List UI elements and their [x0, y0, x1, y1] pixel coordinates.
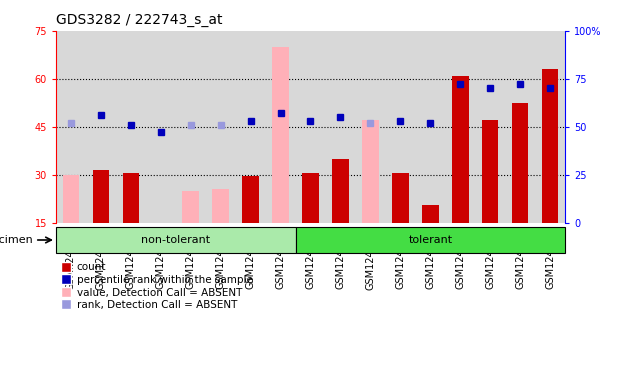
- Bar: [482, 120, 499, 223]
- Bar: [475, 31, 505, 223]
- Bar: [266, 31, 296, 223]
- Bar: [415, 31, 445, 223]
- Bar: [56, 227, 296, 253]
- Bar: [122, 173, 139, 223]
- Bar: [362, 120, 379, 223]
- Bar: [116, 31, 146, 223]
- Bar: [86, 31, 116, 223]
- Bar: [176, 31, 206, 223]
- Bar: [386, 31, 415, 223]
- Bar: [93, 170, 109, 223]
- Bar: [332, 159, 348, 223]
- Bar: [63, 175, 79, 223]
- Bar: [235, 31, 266, 223]
- Bar: [56, 31, 86, 223]
- Text: specimen: specimen: [0, 235, 34, 245]
- Bar: [505, 31, 535, 223]
- Bar: [542, 69, 558, 223]
- Bar: [146, 31, 176, 223]
- Text: GDS3282 / 222743_s_at: GDS3282 / 222743_s_at: [56, 13, 222, 27]
- Bar: [512, 103, 528, 223]
- Bar: [452, 76, 468, 223]
- Bar: [206, 31, 235, 223]
- Bar: [272, 47, 289, 223]
- Bar: [535, 31, 565, 223]
- Bar: [422, 205, 438, 223]
- Legend: count, percentile rank within the sample, value, Detection Call = ABSENT, rank, : count, percentile rank within the sample…: [61, 263, 253, 310]
- Bar: [183, 191, 199, 223]
- Bar: [296, 227, 565, 253]
- Bar: [212, 189, 229, 223]
- Bar: [296, 31, 325, 223]
- Bar: [392, 173, 409, 223]
- Bar: [325, 31, 355, 223]
- Text: tolerant: tolerant: [408, 235, 452, 245]
- Bar: [355, 31, 386, 223]
- Text: non-tolerant: non-tolerant: [141, 235, 211, 245]
- Bar: [242, 176, 259, 223]
- Bar: [302, 173, 319, 223]
- Bar: [445, 31, 475, 223]
